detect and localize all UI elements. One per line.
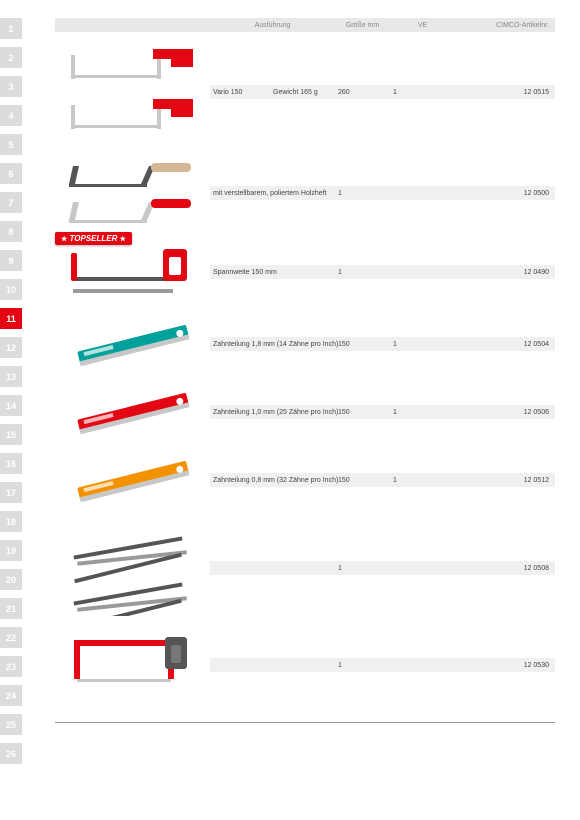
page-tab-14[interactable]: 14 — [0, 395, 22, 416]
product-image — [55, 152, 210, 234]
page-tab-25[interactable]: 25 — [0, 714, 22, 735]
topseller-badge: ★ TOPSELLER ★ — [55, 232, 132, 245]
cell-ve: 1 — [335, 662, 400, 669]
product-image — [55, 622, 210, 708]
product-row: Zahnteilung 0,8 mm (32 Zähne pro Inch)15… — [55, 446, 555, 514]
cell-ausfuehrung: Vario 150 — [210, 89, 270, 96]
page-tab-7[interactable]: 7 — [0, 192, 22, 213]
cell-artikelnr: 12 0508 — [400, 565, 555, 572]
col-artikelnr: CIMCO-Artikelnr. — [455, 22, 555, 29]
page-tab-4[interactable]: 4 — [0, 105, 22, 126]
page-tab-18[interactable]: 18 — [0, 511, 22, 532]
table-row: Spannweite 150 mm112 0490 — [210, 265, 555, 279]
cell-artikelnr: 12 0500 — [400, 190, 555, 197]
product-row: 112 0508 — [55, 514, 555, 622]
cell-artikelnr: 12 0506 — [455, 409, 555, 416]
product-image — [55, 378, 210, 446]
page-tab-19[interactable]: 19 — [0, 540, 22, 561]
page-tab-16[interactable]: 16 — [0, 453, 22, 474]
table-row: 112 0508 — [210, 561, 555, 575]
product-row: Zahnteilung 1,8 mm (14 Zähne pro Inch)15… — [55, 310, 555, 378]
table-header: Ausführung Größe mm VE CIMCO-Artikelnr. — [55, 18, 555, 32]
page-tab-2[interactable]: 2 — [0, 47, 22, 68]
table-row: mit verstellbarem, poliertem Holzheft112… — [210, 186, 555, 200]
page-tab-21[interactable]: 21 — [0, 598, 22, 619]
product-image — [55, 446, 210, 514]
page-tab-9[interactable]: 9 — [0, 250, 22, 271]
page-tab-11[interactable]: 11 — [0, 308, 22, 329]
table-row: Zahnteilung 1,8 mm (14 Zähne pro Inch)15… — [210, 337, 555, 351]
cell-groesse: 150 — [335, 409, 390, 416]
page-tab-13[interactable]: 13 — [0, 366, 22, 387]
product-row: Vario 150Gewicht 165 g260112 0515 — [55, 32, 555, 152]
page-tab-1[interactable]: 1 — [0, 18, 22, 39]
page-tab-22[interactable]: 22 — [0, 627, 22, 648]
product-image — [55, 310, 210, 378]
page-tab-10[interactable]: 10 — [0, 279, 22, 300]
product-image — [55, 32, 210, 152]
table-row: Zahnteilung 1,0 mm (25 Zähne pro Inch)15… — [210, 405, 555, 419]
col-groesse: Größe mm — [335, 22, 390, 29]
cell-artikelnr: 12 0504 — [455, 341, 555, 348]
product-row: Zahnteilung 1,0 mm (25 Zähne pro Inch)15… — [55, 378, 555, 446]
page-tab-17[interactable]: 17 — [0, 482, 22, 503]
cell-ve: 1 — [390, 89, 455, 96]
page-tab-8[interactable]: 8 — [0, 221, 22, 242]
cell-ve: 1 — [390, 409, 455, 416]
col-ausfuehrung: Ausführung — [210, 22, 335, 29]
cell-artikelnr: 12 0490 — [400, 269, 555, 276]
cell-groesse: 150 — [335, 341, 390, 348]
page-tab-5[interactable]: 5 — [0, 134, 22, 155]
cell-ve: 1 — [390, 477, 455, 484]
col-ve: VE — [390, 22, 455, 29]
product-row: ★ TOPSELLER ★ Spannweite 150 mm112 0490 — [55, 234, 555, 310]
cell-gewicht: Gewicht 165 g — [270, 89, 335, 96]
cell-groesse: 260 — [335, 89, 390, 96]
page-tab-15[interactable]: 15 — [0, 424, 22, 445]
table-row: Zahnteilung 0,8 mm (32 Zähne pro Inch)15… — [210, 473, 555, 487]
cell-artikelnr: 12 0530 — [400, 662, 555, 669]
cell-artikelnr: 12 0515 — [455, 89, 555, 96]
product-row: 112 0530 — [55, 622, 555, 708]
cell-ve: 1 — [335, 565, 400, 572]
cell-ve: 1 — [390, 341, 455, 348]
page-tab-6[interactable]: 6 — [0, 163, 22, 184]
page-tab-26[interactable]: 26 — [0, 743, 22, 764]
page-tab-20[interactable]: 20 — [0, 569, 22, 590]
cell-ve: 1 — [335, 269, 400, 276]
page-tab-12[interactable]: 12 — [0, 337, 22, 358]
cell-ve: 1 — [335, 190, 400, 197]
page-tab-3[interactable]: 3 — [0, 76, 22, 97]
table-row: 112 0530 — [210, 658, 555, 672]
cell-groesse: 150 — [335, 477, 390, 484]
product-image — [55, 514, 210, 622]
footer-divider — [55, 722, 555, 723]
product-row: mit verstellbarem, poliertem Holzheft112… — [55, 152, 555, 234]
page-tab-24[interactable]: 24 — [0, 685, 22, 706]
cell-artikelnr: 12 0512 — [455, 477, 555, 484]
product-image — [55, 234, 210, 310]
table-row: Vario 150Gewicht 165 g260112 0515 — [210, 85, 555, 99]
page-tab-23[interactable]: 23 — [0, 656, 22, 677]
